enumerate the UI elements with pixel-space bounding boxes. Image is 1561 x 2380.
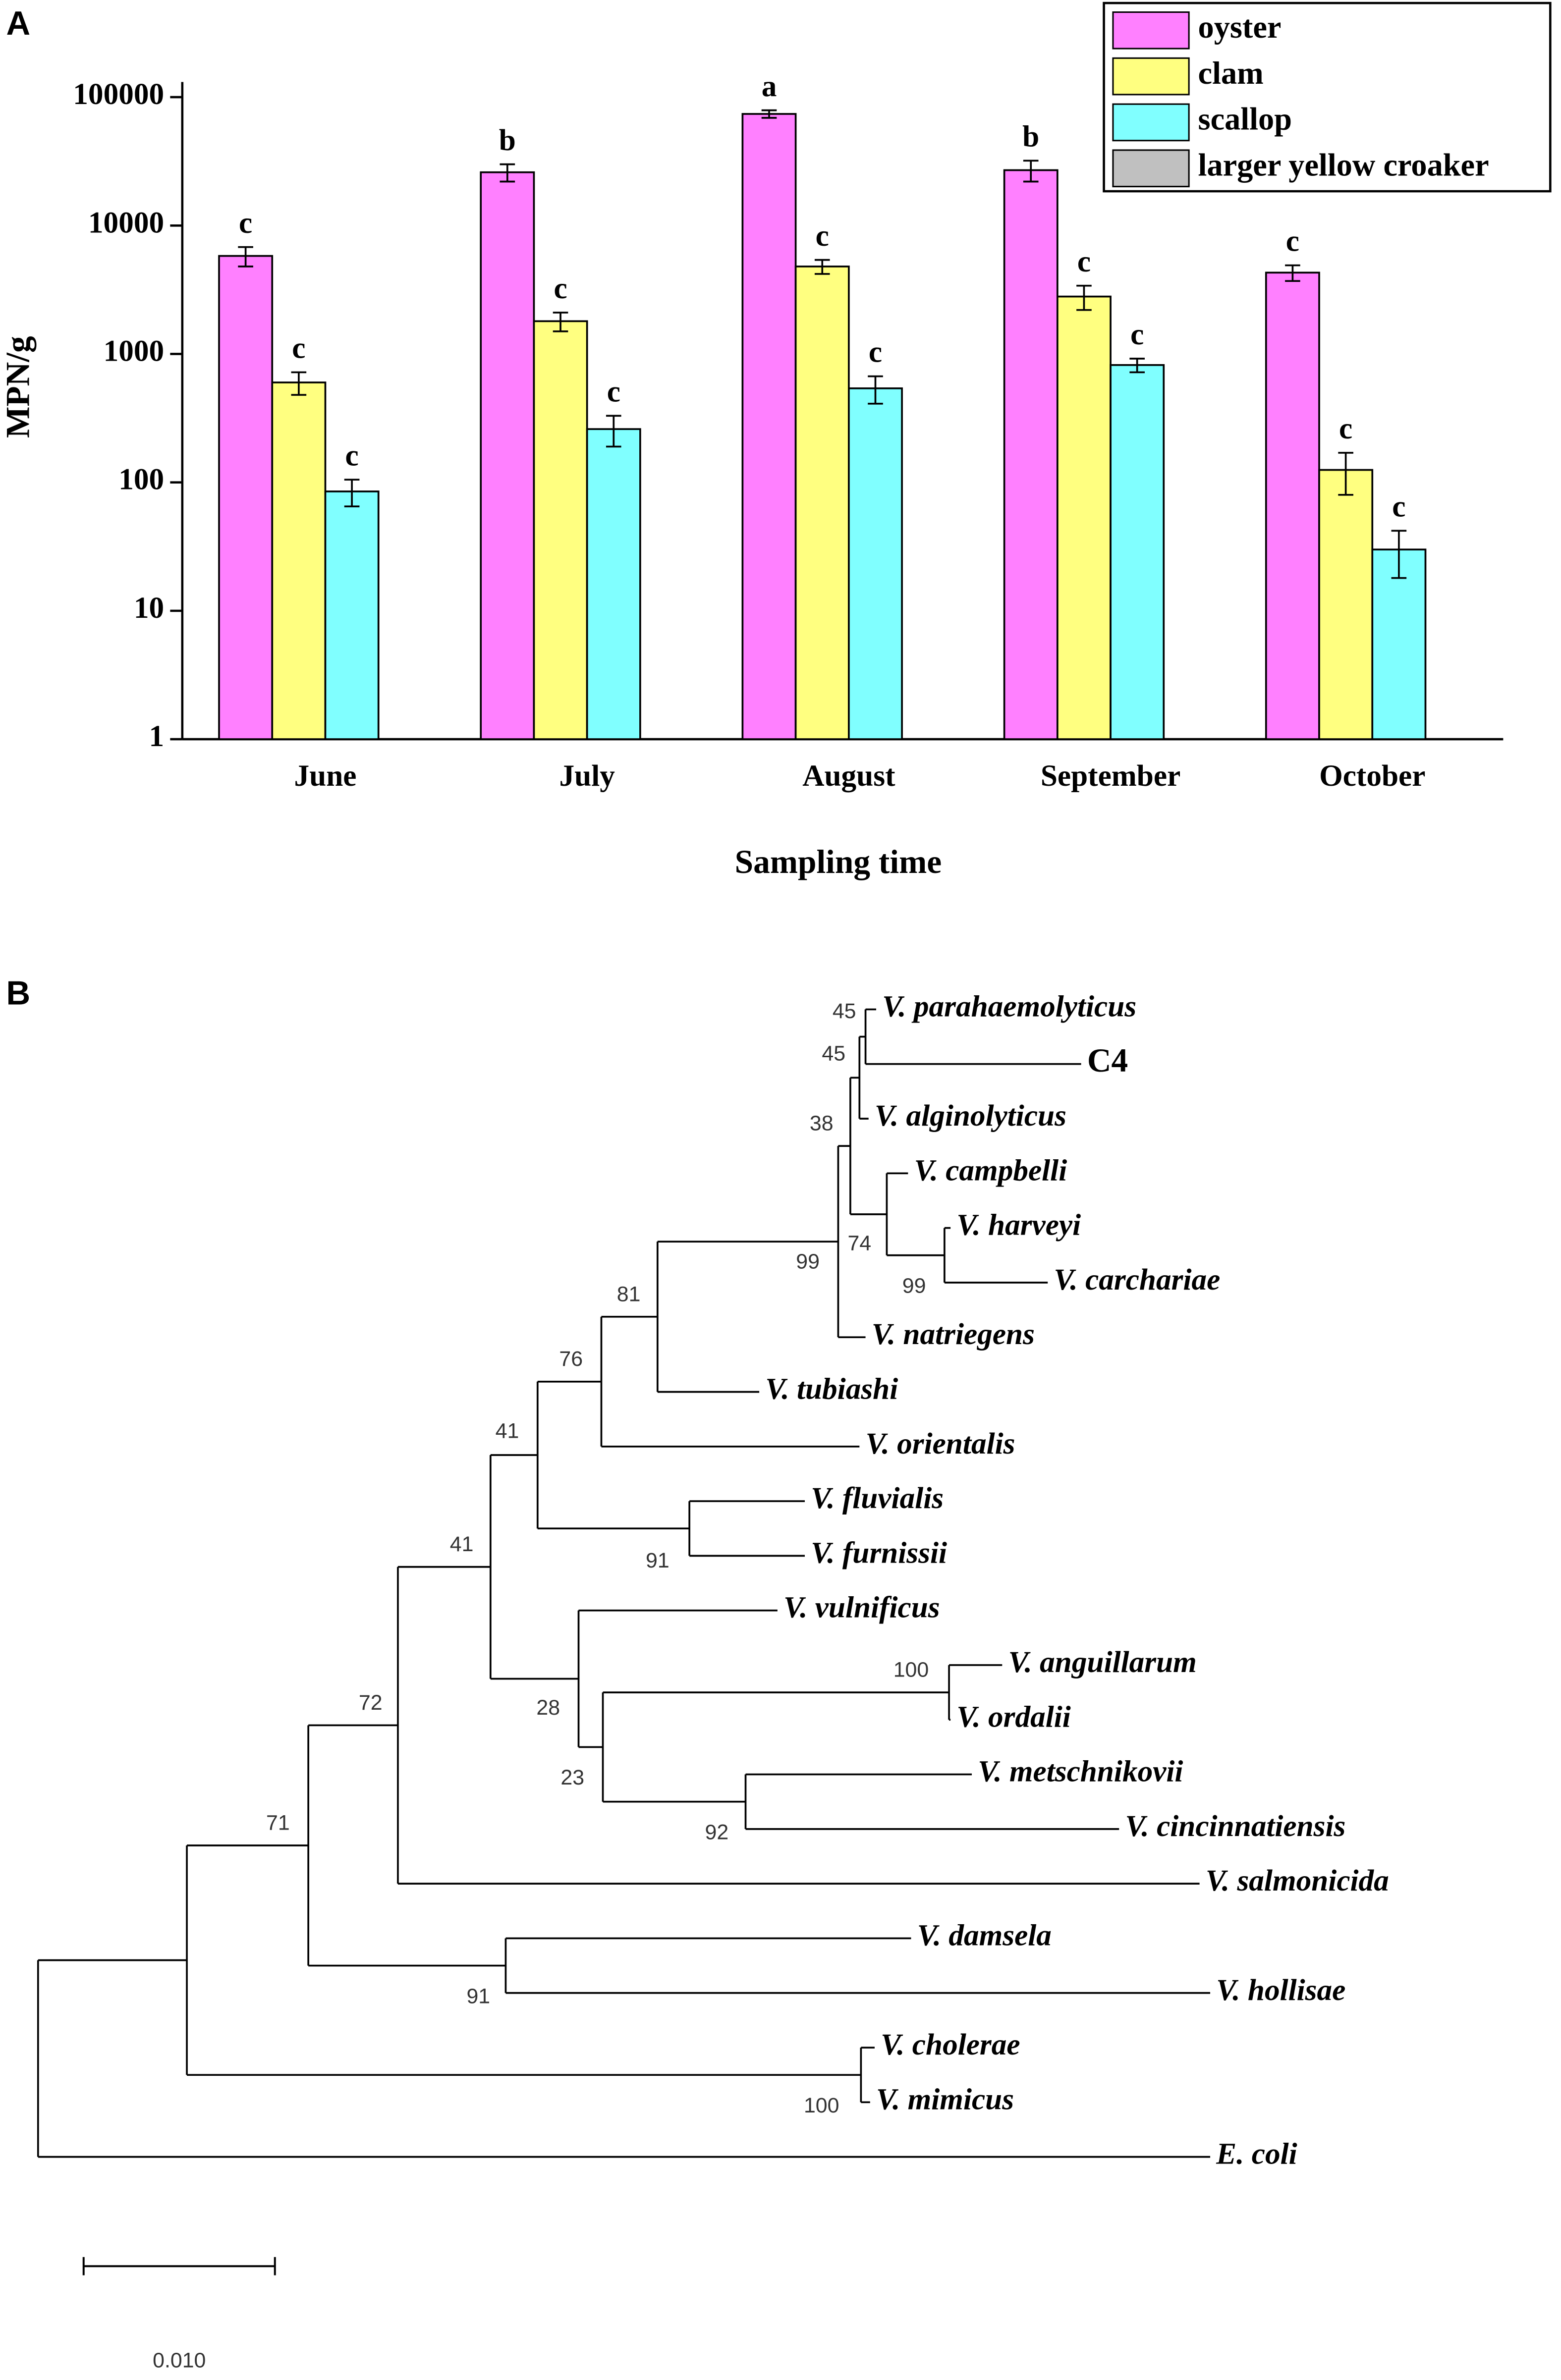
legend-swatch [1112, 103, 1190, 142]
significance-label: b [499, 123, 516, 157]
bootstrap-value: 100 [804, 2094, 839, 2117]
significance-label: a [762, 69, 777, 103]
legend-swatch [1112, 11, 1190, 50]
bootstrap-value: 76 [559, 1347, 583, 1371]
bootstrap-value: 28 [536, 1696, 560, 1720]
scale-bar [82, 2257, 276, 2275]
leaf-label: V. carchariae [1054, 1263, 1220, 1297]
legend-swatch [1112, 149, 1190, 188]
leaf-label: V. hollisae [1216, 1973, 1345, 2007]
x-axis-label: Sampling time [735, 843, 942, 880]
leaf-label: V. ordalii [956, 1700, 1070, 1733]
leaf-label: V. natriegens [872, 1317, 1035, 1351]
leaf-label: E. coli [1216, 2137, 1297, 2171]
leaf-label: V. damsela [917, 1919, 1052, 1952]
bar [586, 428, 641, 740]
y-tick-label: 100000 [73, 77, 164, 111]
x-tick-label: October [1319, 759, 1425, 793]
bar [1318, 469, 1374, 740]
significance-label: c [1339, 412, 1352, 445]
bar [794, 266, 850, 740]
x-tick-label: September [1041, 759, 1180, 793]
x-tick-label: August [802, 759, 895, 793]
legend-label: clam [1198, 55, 1264, 91]
y-tick-label: 10000 [88, 206, 164, 239]
panel-label: A [6, 5, 30, 42]
leaf-label: V. cholerae [881, 2028, 1020, 2061]
bootstrap-value: 41 [496, 1419, 519, 1443]
y-tick-label: 10 [134, 591, 164, 625]
significance-label: c [816, 219, 829, 253]
bar [741, 113, 797, 740]
leaf-label: V. parahaemolyticus [882, 989, 1136, 1023]
bootstrap-value: 81 [617, 1282, 641, 1306]
bootstrap-value: 91 [466, 1984, 490, 2008]
bootstrap-value: 74 [847, 1232, 871, 1255]
significance-label: c [607, 375, 620, 408]
significance-label: c [292, 331, 305, 365]
legend-swatch [1112, 57, 1190, 96]
leaf-label: V. cincinnatiensis [1125, 1809, 1345, 1843]
bootstrap-value: 45 [822, 1042, 845, 1066]
leaf-label: V. salmonicida [1206, 1864, 1389, 1897]
y-tick-label: 1000 [104, 334, 165, 368]
x-tick-label: June [294, 759, 356, 793]
bar [218, 255, 274, 740]
significance-label: c [239, 206, 252, 240]
leaf-label: V. metschnikovii [978, 1755, 1183, 1788]
y-tick-label: 1 [149, 719, 164, 753]
y-tick-label: 100 [118, 463, 164, 496]
significance-label: b [1022, 120, 1039, 154]
leaf-label: V. orientalis [866, 1427, 1015, 1460]
leaf-label: C4 [1087, 1042, 1128, 1079]
bootstrap-value: 92 [705, 1820, 728, 1844]
bootstrap-value: 71 [266, 1811, 290, 1835]
leaf-label: V. alginolyticus [875, 1099, 1066, 1133]
leaf-label: V. furnissii [811, 1536, 947, 1569]
significance-label: c [1130, 318, 1144, 351]
bootstrap-value: 99 [902, 1274, 926, 1298]
bootstrap-value: 91 [646, 1549, 669, 1572]
legend-label: oyster [1198, 9, 1282, 45]
leaf-label: V. harveyi [956, 1208, 1081, 1242]
leaf-label: V. vulnificus [783, 1591, 940, 1624]
leaf-label: V. mimicus [876, 2082, 1014, 2116]
scale-bar-label: 0.010 [153, 2349, 206, 2373]
significance-label: c [554, 271, 567, 305]
leaf-label: V. tubiashi [765, 1372, 898, 1406]
bootstrap-value: 72 [359, 1691, 383, 1715]
bootstrap-value: 38 [810, 1112, 834, 1136]
bootstrap-value: 45 [833, 999, 856, 1023]
panel-label: B [6, 975, 30, 1012]
bar [533, 320, 588, 740]
bootstrap-value: 100 [893, 1658, 929, 1682]
leaf-label: V. anguillarum [1008, 1645, 1197, 1679]
significance-label: c [1286, 224, 1299, 258]
significance-label: c [869, 335, 882, 369]
bar [1003, 169, 1059, 740]
x-tick-label: July [559, 759, 615, 793]
leaf-label: V. fluvialis [811, 1481, 944, 1515]
bar [1265, 271, 1320, 740]
significance-label: c [1077, 245, 1091, 278]
legend-label: scallop [1198, 102, 1292, 137]
bar [480, 171, 535, 740]
significance-label: c [345, 438, 358, 472]
bar [848, 387, 903, 740]
bootstrap-value: 41 [450, 1532, 474, 1556]
bar [1110, 364, 1165, 740]
bar [271, 381, 327, 740]
bar [324, 490, 380, 740]
legend-label: larger yellow croaker [1198, 148, 1489, 183]
bootstrap-value: 99 [796, 1249, 820, 1273]
bootstrap-value: 23 [560, 1766, 584, 1789]
y-axis-label: MPN/g [0, 336, 37, 438]
leaf-label: V. campbelli [914, 1153, 1067, 1187]
bar [1371, 548, 1427, 740]
significance-label: c [1392, 489, 1405, 523]
bar [1056, 295, 1112, 740]
